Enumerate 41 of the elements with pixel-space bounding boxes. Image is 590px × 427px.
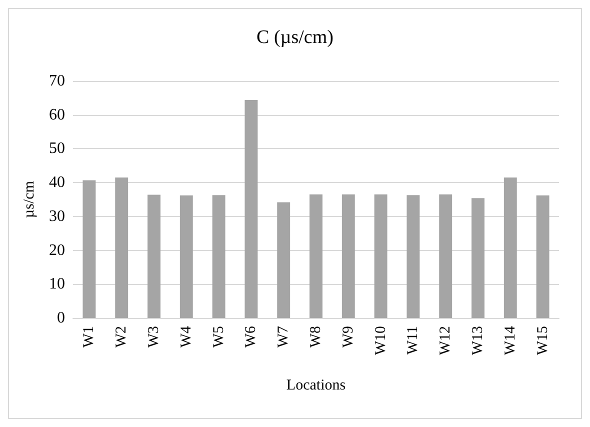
x-tick-label: W15 [534, 326, 551, 356]
x-tick-label: W12 [438, 326, 454, 356]
x-tick-label: W2 [114, 326, 130, 348]
x-tick-label: W5 [210, 326, 227, 348]
x-tick-label: W10 [372, 326, 389, 356]
x-tick-label: W9 [340, 326, 356, 348]
bar [180, 195, 193, 318]
bar [115, 177, 128, 318]
y-tick-label: 70 [49, 72, 65, 90]
y-axis-title: µs/cm [22, 180, 38, 218]
y-tick-label: 60 [49, 106, 65, 124]
bar [342, 194, 355, 318]
x-tick-label: W1 [81, 326, 98, 348]
x-tick-label: W11 [405, 326, 422, 355]
bar [406, 195, 420, 318]
y-tick-label: 10 [49, 276, 65, 293]
x-tick-label: W13 [470, 326, 486, 356]
x-tick-label: W14 [502, 326, 518, 356]
bar [277, 202, 290, 318]
bar [439, 194, 452, 318]
y-tick-label: 30 [49, 208, 65, 225]
bar [148, 194, 160, 318]
bar [472, 198, 484, 318]
bar [374, 194, 388, 318]
x-tick-label: W3 [146, 326, 162, 348]
bar [536, 195, 550, 318]
bar [212, 195, 226, 318]
x-axis-title: Locations [286, 378, 346, 394]
bar [244, 100, 258, 318]
y-tick-label: 20 [49, 242, 65, 259]
y-tick-label: 0 [57, 310, 65, 326]
bar [82, 180, 96, 318]
x-tick-label: W6 [243, 326, 260, 348]
chart-title: C (µs/cm) [256, 27, 334, 48]
x-tick-label: W4 [178, 326, 194, 348]
y-tick-label: 40 [49, 174, 65, 192]
bar [504, 177, 517, 318]
y-tick-label: 50 [49, 140, 65, 158]
x-tick-label: W7 [276, 326, 292, 348]
bar [310, 194, 322, 318]
x-tick-label: W8 [308, 326, 324, 348]
